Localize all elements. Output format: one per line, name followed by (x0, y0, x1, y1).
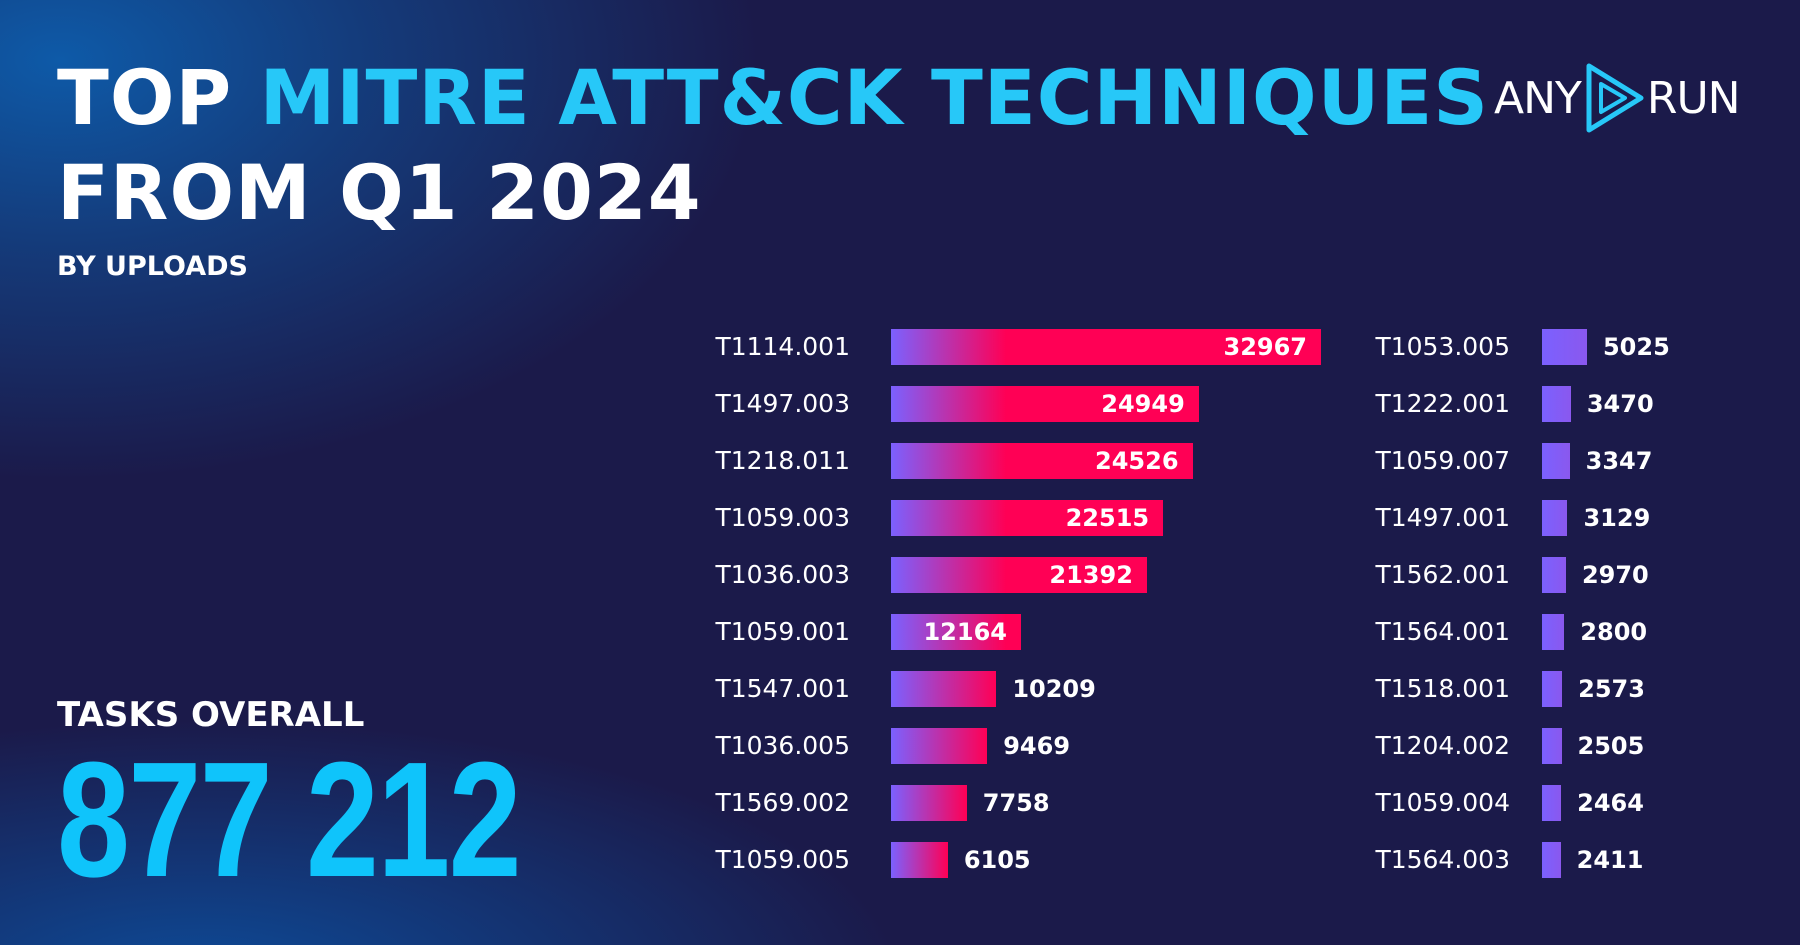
bar (1542, 329, 1587, 365)
data-label: 2464 (1577, 789, 1644, 817)
data-label: 2970 (1581, 561, 1649, 589)
data-label: 3129 (1583, 504, 1651, 532)
bar (891, 443, 1193, 479)
category-label: T1036.003 (715, 560, 850, 589)
title-highlight: MITRE ATT&CK TECHNIQUES (259, 53, 1490, 142)
bar (1542, 785, 1562, 821)
category-label: T1059.003 (715, 503, 850, 532)
category-label: T1562.001 (1375, 560, 1510, 589)
bar (891, 500, 1164, 536)
data-label: 5025 (1602, 333, 1670, 361)
title-line-2: FROM Q1 2024 (57, 148, 702, 237)
bar (1542, 842, 1561, 878)
category-label: T1547.001 (715, 674, 850, 703)
category-label: T1059.007 (1375, 446, 1510, 475)
tasks-overall-label: TASKS OVERALL (57, 695, 365, 735)
bar (891, 386, 1199, 422)
data-label: 21392 (1049, 561, 1133, 589)
category-label: T1564.001 (1375, 617, 1510, 646)
bar (1542, 500, 1568, 536)
data-label: 24526 (1095, 447, 1179, 475)
bar (1542, 614, 1565, 650)
category-label: T1497.003 (715, 389, 850, 418)
category-label: T1518.001 (1375, 674, 1510, 703)
anyrun-logo: ANY RUN (1494, 62, 1741, 134)
bar (1542, 671, 1563, 707)
page-title: TOP MITRE ATT&CK TECHNIQUES (57, 60, 1489, 136)
play-icon (1586, 63, 1644, 133)
data-label: 7758 (982, 789, 1050, 817)
bar (1542, 443, 1570, 479)
data-label: 2573 (1578, 675, 1645, 703)
bar (891, 614, 1021, 650)
category-label: T1053.005 (1375, 332, 1510, 361)
data-label: 2411 (1576, 846, 1644, 874)
data-label: 24949 (1101, 390, 1185, 418)
data-label: 2505 (1577, 732, 1645, 760)
category-label: T1564.003 (1375, 845, 1510, 874)
category-label: T1569.002 (715, 788, 850, 817)
logo-text-right: RUN (1646, 72, 1741, 124)
bar (891, 728, 988, 764)
data-label: 9469 (1003, 732, 1071, 760)
title-top: TOP (57, 53, 233, 142)
category-label: T1218.011 (715, 446, 850, 475)
category-label: T1059.005 (715, 845, 850, 874)
bar (891, 842, 948, 878)
tasks-overall-value: 877 212 (57, 728, 522, 911)
category-label: T1114.001 (715, 332, 850, 361)
subtitle: BY UPLOADS (57, 251, 248, 282)
data-label: 10209 (1012, 675, 1096, 703)
bar (1542, 557, 1566, 593)
bar (891, 329, 1321, 365)
data-label: 32967 (1223, 333, 1308, 361)
data-label: 22515 (1065, 504, 1150, 532)
data-label: 6105 (963, 846, 1031, 874)
category-label: T1497.001 (1375, 503, 1510, 532)
data-label: 12164 (923, 618, 1007, 646)
category-label: T1036.005 (715, 731, 850, 760)
bar (891, 785, 967, 821)
bar (1542, 386, 1571, 422)
data-label: 3347 (1585, 447, 1653, 475)
data-label: 3470 (1586, 390, 1654, 418)
category-label: T1059.001 (715, 617, 850, 646)
data-label: 2800 (1580, 618, 1648, 646)
category-label: T1059.004 (1375, 788, 1510, 817)
logo-text-left: ANY (1494, 72, 1582, 124)
category-label: T1222.001 (1375, 389, 1510, 418)
bar (891, 671, 997, 707)
bar (891, 557, 1147, 593)
bar (1542, 728, 1562, 764)
category-label: T1204.002 (1375, 731, 1510, 760)
